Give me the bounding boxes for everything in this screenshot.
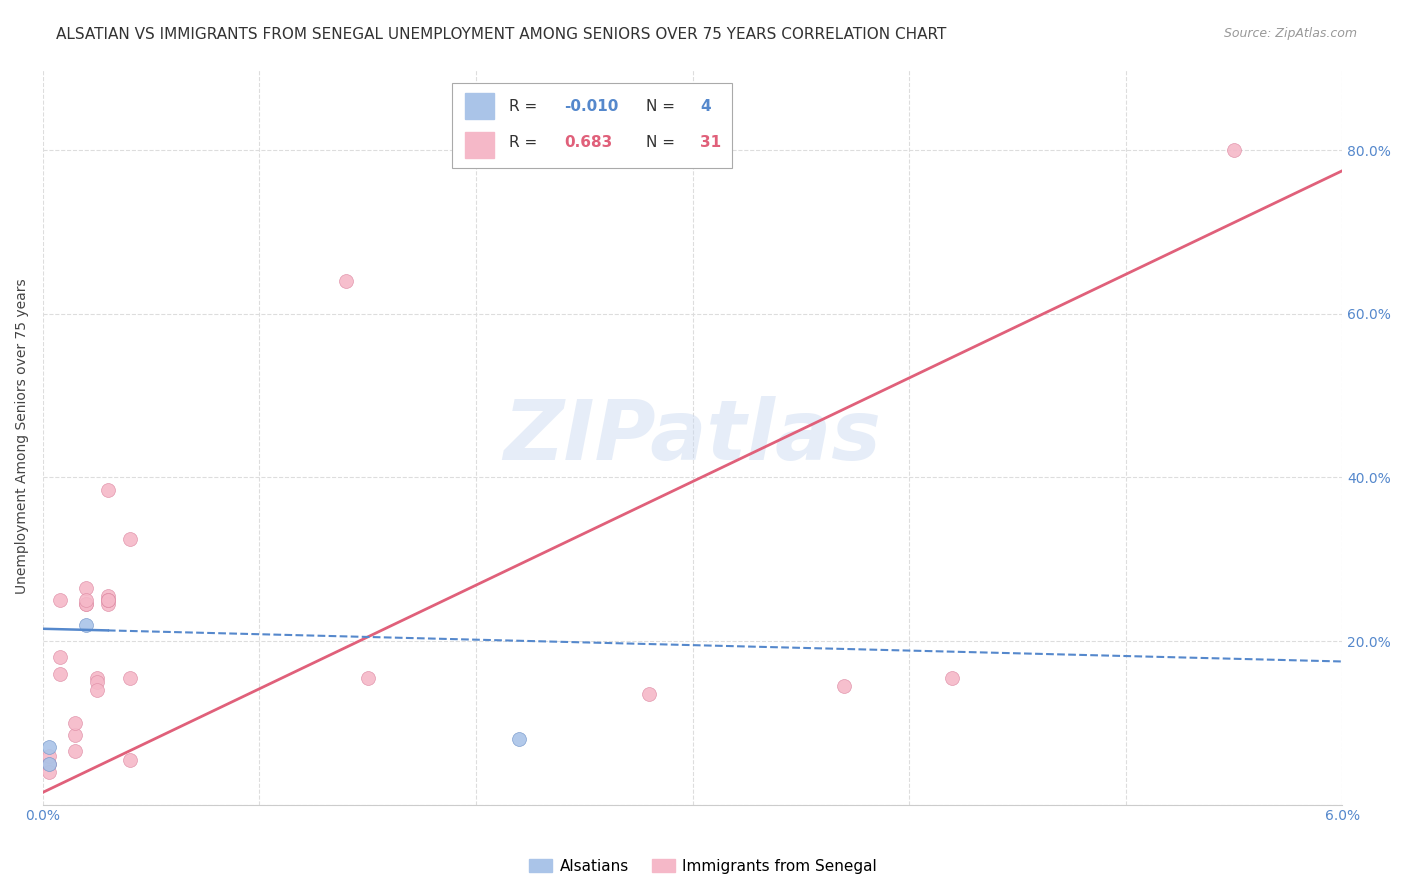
Point xyxy=(75,581,97,595)
Point xyxy=(86,675,108,690)
Point xyxy=(118,753,141,767)
Point xyxy=(75,593,97,607)
Point xyxy=(38,756,60,771)
Point xyxy=(38,748,60,763)
Point xyxy=(38,756,60,771)
Point xyxy=(118,532,141,546)
Point xyxy=(75,597,97,611)
Text: Source: ZipAtlas.com: Source: ZipAtlas.com xyxy=(1223,27,1357,40)
Text: -0.010: -0.010 xyxy=(564,99,619,114)
Point xyxy=(49,593,72,607)
Point xyxy=(75,597,97,611)
Point xyxy=(86,683,108,698)
Point xyxy=(97,593,120,607)
Point xyxy=(49,650,72,665)
Point xyxy=(75,617,97,632)
Point xyxy=(335,274,357,288)
Point xyxy=(97,483,120,497)
Text: ZIPatlas: ZIPatlas xyxy=(503,396,882,477)
Text: R =: R = xyxy=(509,99,543,114)
Point xyxy=(941,671,963,685)
Point xyxy=(832,679,855,693)
Point xyxy=(38,740,60,755)
Point xyxy=(86,671,108,685)
Point xyxy=(508,732,530,747)
Point xyxy=(97,597,120,611)
Text: 0.683: 0.683 xyxy=(564,135,612,150)
Point xyxy=(65,728,87,742)
Text: 4: 4 xyxy=(700,99,711,114)
Bar xyxy=(465,93,494,119)
Point xyxy=(38,764,60,779)
Point xyxy=(118,671,141,685)
Point xyxy=(97,593,120,607)
Text: ALSATIAN VS IMMIGRANTS FROM SENEGAL UNEMPLOYMENT AMONG SENIORS OVER 75 YEARS COR: ALSATIAN VS IMMIGRANTS FROM SENEGAL UNEM… xyxy=(56,27,946,42)
FancyBboxPatch shape xyxy=(453,83,731,168)
Point xyxy=(49,666,72,681)
Text: N =: N = xyxy=(645,135,679,150)
Point xyxy=(357,671,380,685)
Point xyxy=(638,687,661,701)
Point xyxy=(1223,144,1246,158)
Y-axis label: Unemployment Among Seniors over 75 years: Unemployment Among Seniors over 75 years xyxy=(15,279,30,594)
Text: 31: 31 xyxy=(700,135,721,150)
Legend: Alsatians, Immigrants from Senegal: Alsatians, Immigrants from Senegal xyxy=(523,853,883,880)
Bar xyxy=(465,132,494,158)
Point xyxy=(65,715,87,730)
Point xyxy=(65,744,87,758)
Point xyxy=(97,589,120,603)
Text: N =: N = xyxy=(645,99,679,114)
Text: R =: R = xyxy=(509,135,543,150)
Point xyxy=(97,593,120,607)
